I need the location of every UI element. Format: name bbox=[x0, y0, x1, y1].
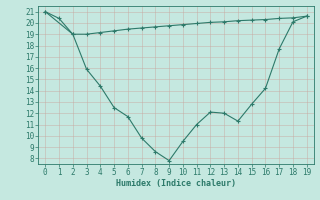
X-axis label: Humidex (Indice chaleur): Humidex (Indice chaleur) bbox=[116, 179, 236, 188]
